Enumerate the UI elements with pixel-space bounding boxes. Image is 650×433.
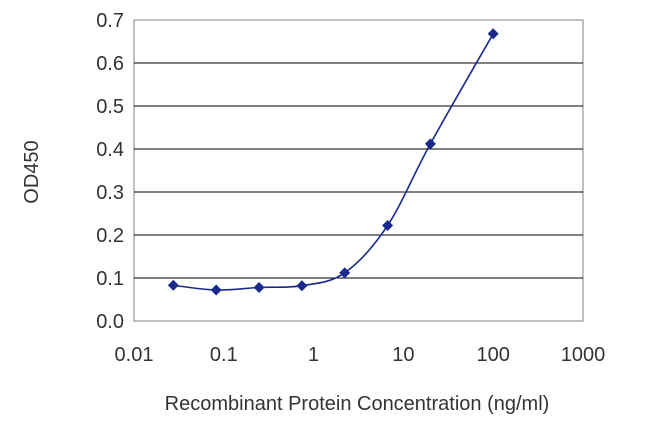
y-tick-label: 0.2: [96, 225, 124, 247]
x-tick-label: 0.01: [115, 344, 154, 366]
data-point-3: [296, 280, 308, 292]
x-tick-label: 100: [477, 344, 510, 366]
x-axis-ticks: 0.01 0.1 1 10 100 1000: [115, 344, 606, 366]
y-tick-label: 0.0: [96, 311, 124, 333]
data-point-6: [424, 138, 436, 150]
y-tick-label: 0.5: [96, 96, 124, 118]
data-point-2: [253, 281, 265, 293]
x-tick-label: 1: [308, 344, 319, 366]
x-tick-label: 10: [392, 344, 414, 366]
y-tick-label: 0.1: [96, 268, 124, 290]
y-tick-label: 0.6: [96, 53, 124, 75]
series-markers: [167, 28, 499, 296]
plot-area: [133, 19, 584, 322]
data-point-7: [487, 28, 499, 40]
data-point-0: [167, 279, 179, 291]
y-axis-ticks: 0.0 0.1 0.2 0.3 0.4 0.5 0.6 0.7: [96, 10, 124, 333]
data-point-1: [210, 284, 222, 296]
x-tick-label: 0.1: [210, 344, 238, 366]
y-tick-label: 0.7: [96, 10, 124, 32]
y-axis-title: OD450: [21, 140, 43, 203]
grid: [134, 62, 583, 279]
y-tick-label: 0.3: [96, 182, 124, 204]
x-axis-title: Recombinant Protein Concentration (ng/ml…: [165, 393, 550, 415]
data-point-4: [339, 267, 351, 279]
y-tick-label: 0.4: [96, 139, 124, 161]
x-tick-label: 1000: [561, 344, 606, 366]
data-point-5: [382, 220, 394, 232]
